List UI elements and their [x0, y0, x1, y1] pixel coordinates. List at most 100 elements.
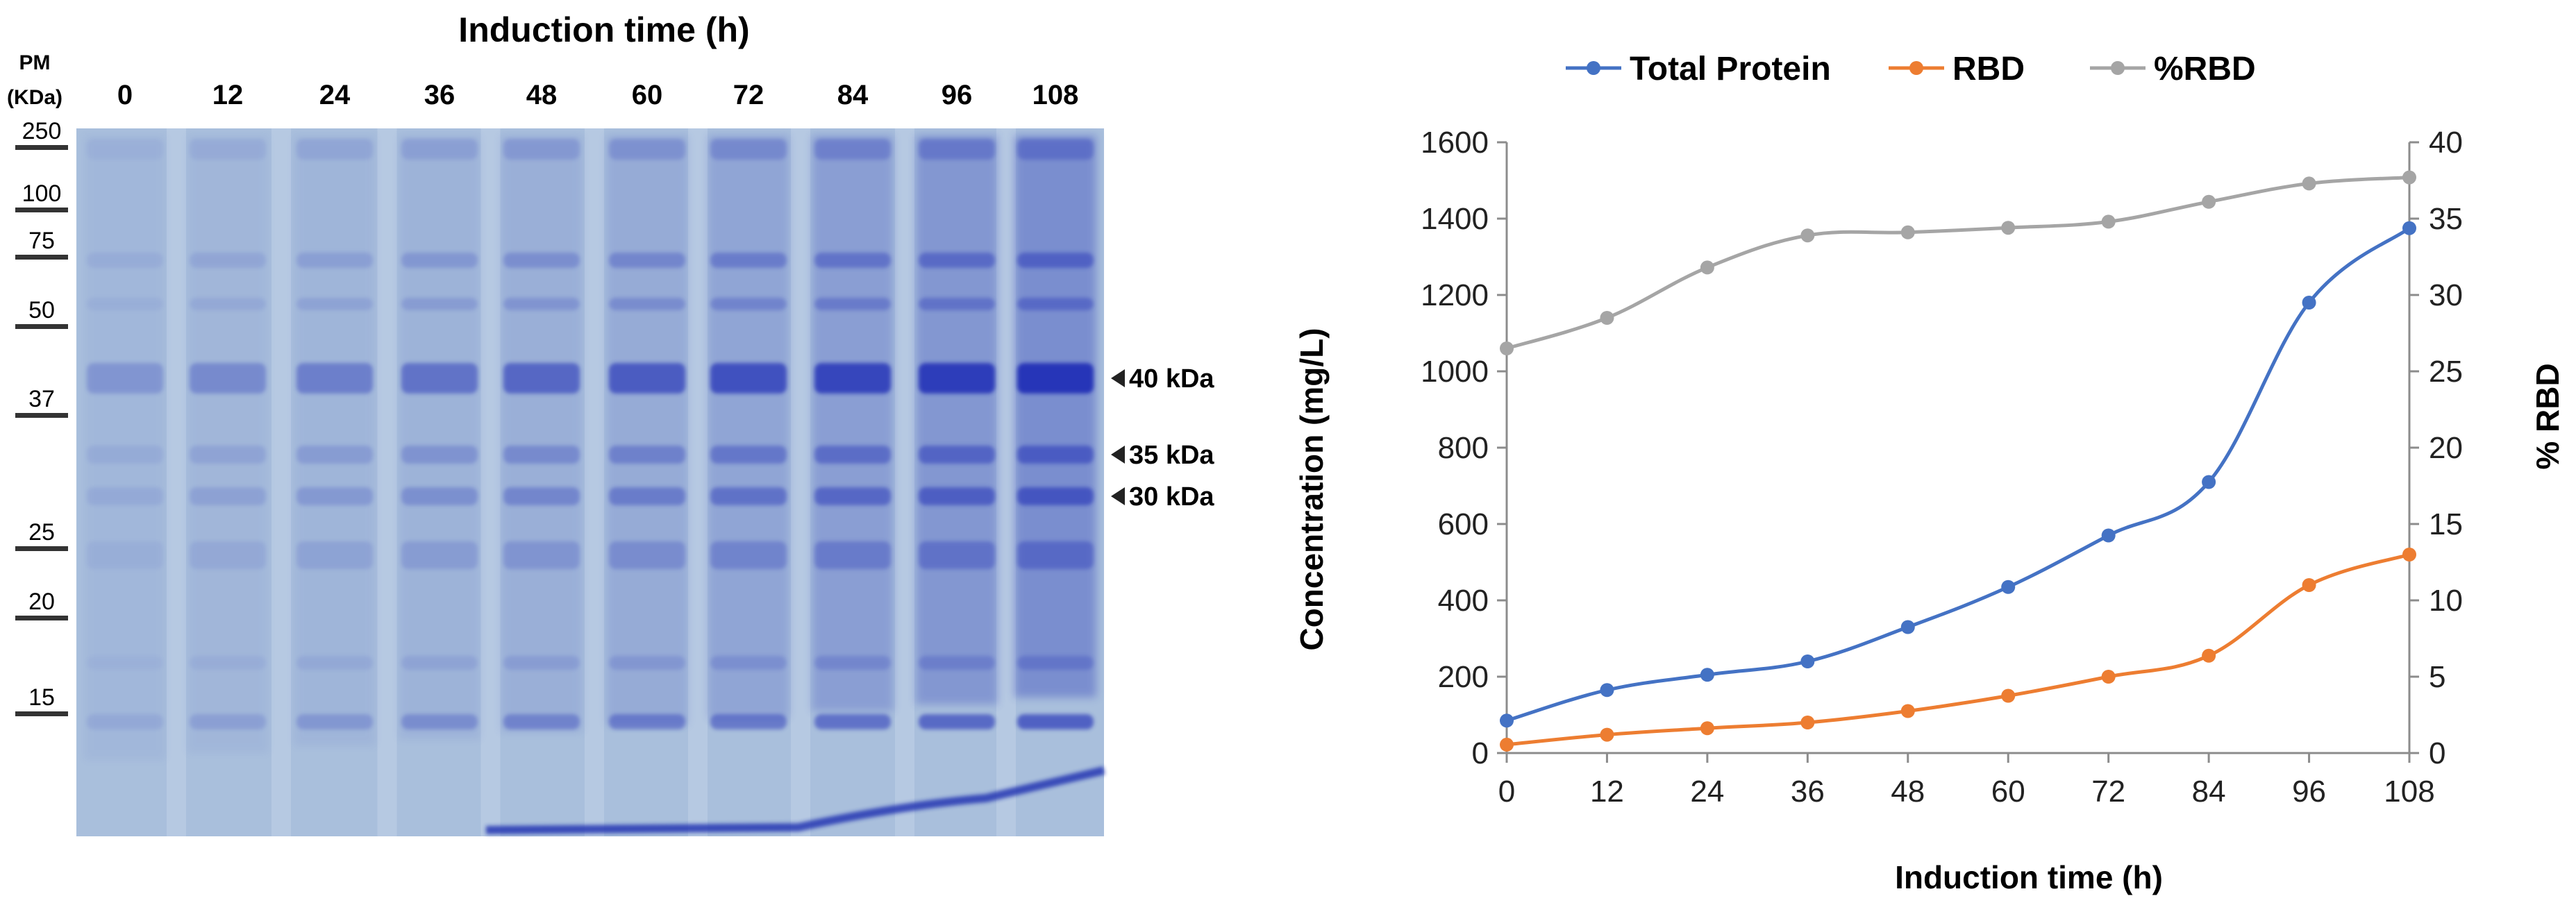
marker-header-kda: (KDa): [7, 86, 62, 109]
band-label: 30 kDa: [1129, 482, 1214, 512]
gel-band: [296, 541, 373, 569]
gel-band: [401, 487, 478, 505]
legend-label-rbd: RBD: [1952, 51, 2025, 87]
lane-gap: [377, 128, 397, 836]
gel-band: [710, 253, 787, 268]
gel-band: [190, 446, 266, 464]
gel-band: [296, 253, 373, 268]
y2-tick-label: 10: [2429, 584, 2463, 618]
y-tick-label: 600: [1438, 507, 1489, 541]
gel-band: [814, 487, 891, 505]
gel-band: [401, 446, 478, 464]
lane-label: 0: [117, 80, 133, 110]
data-point-rbd: [1500, 341, 1514, 355]
data-point-rbd: [1800, 228, 1815, 243]
gel-band: [87, 541, 163, 569]
legend-label-total-protein: Total Protein: [1630, 51, 1831, 87]
series-line-total-protein: [1506, 226, 2411, 723]
gel-lanes: [84, 128, 1105, 836]
gel-band: [503, 253, 580, 268]
gel-band: [919, 487, 995, 505]
gel-band: [503, 714, 580, 729]
lane-label: 96: [942, 80, 973, 110]
gel-band: [814, 139, 891, 160]
legend-marker-total-protein: [1587, 61, 1600, 75]
gel-band: [814, 363, 891, 394]
x-tick-label: 60: [1991, 775, 2025, 809]
lane-label: 12: [212, 80, 244, 110]
legend-marker-rbd: [1909, 61, 1923, 75]
chart-legend: Total Protein RBD %RBD: [1566, 51, 2256, 87]
gel-band: [190, 253, 266, 268]
lane-label: 72: [733, 80, 764, 110]
gel-band: [1017, 363, 1094, 394]
gel-band: [503, 363, 580, 394]
y2-tick-label: 0: [2429, 736, 2445, 770]
x-tick-label: 96: [2292, 775, 2326, 809]
gel-lane: [708, 135, 789, 718]
marker-label: 15: [28, 684, 55, 711]
gel-band: [710, 487, 787, 505]
marker-label: 100: [22, 180, 62, 207]
gel-band: [609, 298, 685, 310]
data-point-rbd: [1900, 225, 1915, 239]
gel-band: [814, 714, 891, 729]
gel-band: [609, 714, 685, 729]
data-point-rbd: [2402, 548, 2416, 561]
chart-axes: 0200400600800100012001400160005101520253…: [1421, 126, 2463, 809]
data-point-rbd: [1900, 704, 1915, 718]
data-point-rbd: [2302, 176, 2316, 191]
marker-label: 25: [28, 519, 55, 546]
gel-band: [296, 298, 373, 310]
gel-band: [919, 139, 995, 160]
gel-band: [190, 363, 266, 394]
y-tick-label: 200: [1438, 660, 1489, 694]
marker-tick: [15, 208, 68, 212]
y2-tick-label: 15: [2429, 507, 2463, 541]
legend-marker-rbd: [2111, 61, 2125, 75]
gel-band: [87, 487, 163, 505]
x-tick-label: 48: [1891, 775, 1925, 809]
band-label: 40 kDa: [1129, 364, 1214, 394]
x-tick-label: 0: [1498, 775, 1515, 809]
lane-gap: [480, 128, 501, 836]
y-tick-label: 0: [1472, 736, 1489, 770]
band-arrow-icon: [1111, 487, 1125, 505]
gel-band: [814, 298, 891, 310]
x-tick-label: 24: [1690, 775, 1724, 809]
gel-lane: [1014, 135, 1096, 698]
gel-panel: Induction time (h) PM (KDa) 0 12 24 36 48 60 7…: [7, 10, 1214, 836]
data-point-total-protein: [2001, 580, 2016, 594]
gel-band: [296, 487, 373, 505]
gel-lane: [606, 135, 688, 725]
gel-band: [919, 656, 995, 670]
gel-band: [87, 298, 163, 310]
marker-labels: 250 100 75 50 37 25 20 15: [15, 118, 68, 716]
marker-tick: [15, 324, 68, 329]
data-point-rbd: [1700, 721, 1714, 736]
gel-band: [401, 363, 478, 394]
gel-band: [609, 541, 685, 569]
gel-band: [401, 656, 478, 670]
lane-gap: [791, 128, 810, 836]
gel-band: [710, 139, 787, 160]
gel-band: [609, 253, 685, 268]
gel-band: [814, 656, 891, 670]
gel-band: [814, 446, 891, 464]
data-point-total-protein: [1700, 668, 1714, 682]
data-point-total-protein: [2302, 296, 2316, 310]
gel-band: [919, 298, 995, 310]
marker-label: 75: [28, 228, 55, 254]
lane-label: 60: [632, 80, 663, 110]
gel-band: [296, 363, 373, 394]
lane-gap: [895, 128, 914, 836]
marker-label: 37: [28, 386, 55, 412]
x-axis-label: Induction time (h): [1895, 859, 2163, 895]
marker-label: 250: [22, 118, 62, 144]
data-point-total-protein: [2202, 475, 2216, 489]
data-point-rbd: [1600, 311, 1614, 325]
y2-axis-label: % RBD: [2529, 363, 2566, 469]
band-labels: 40 kDa 35 kDa 30 kDa: [1111, 364, 1214, 512]
gel-band: [919, 714, 995, 729]
